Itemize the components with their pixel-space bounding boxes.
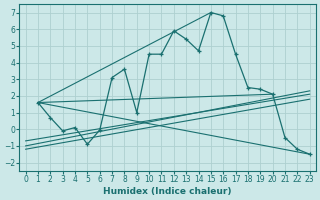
X-axis label: Humidex (Indice chaleur): Humidex (Indice chaleur) [103, 187, 232, 196]
